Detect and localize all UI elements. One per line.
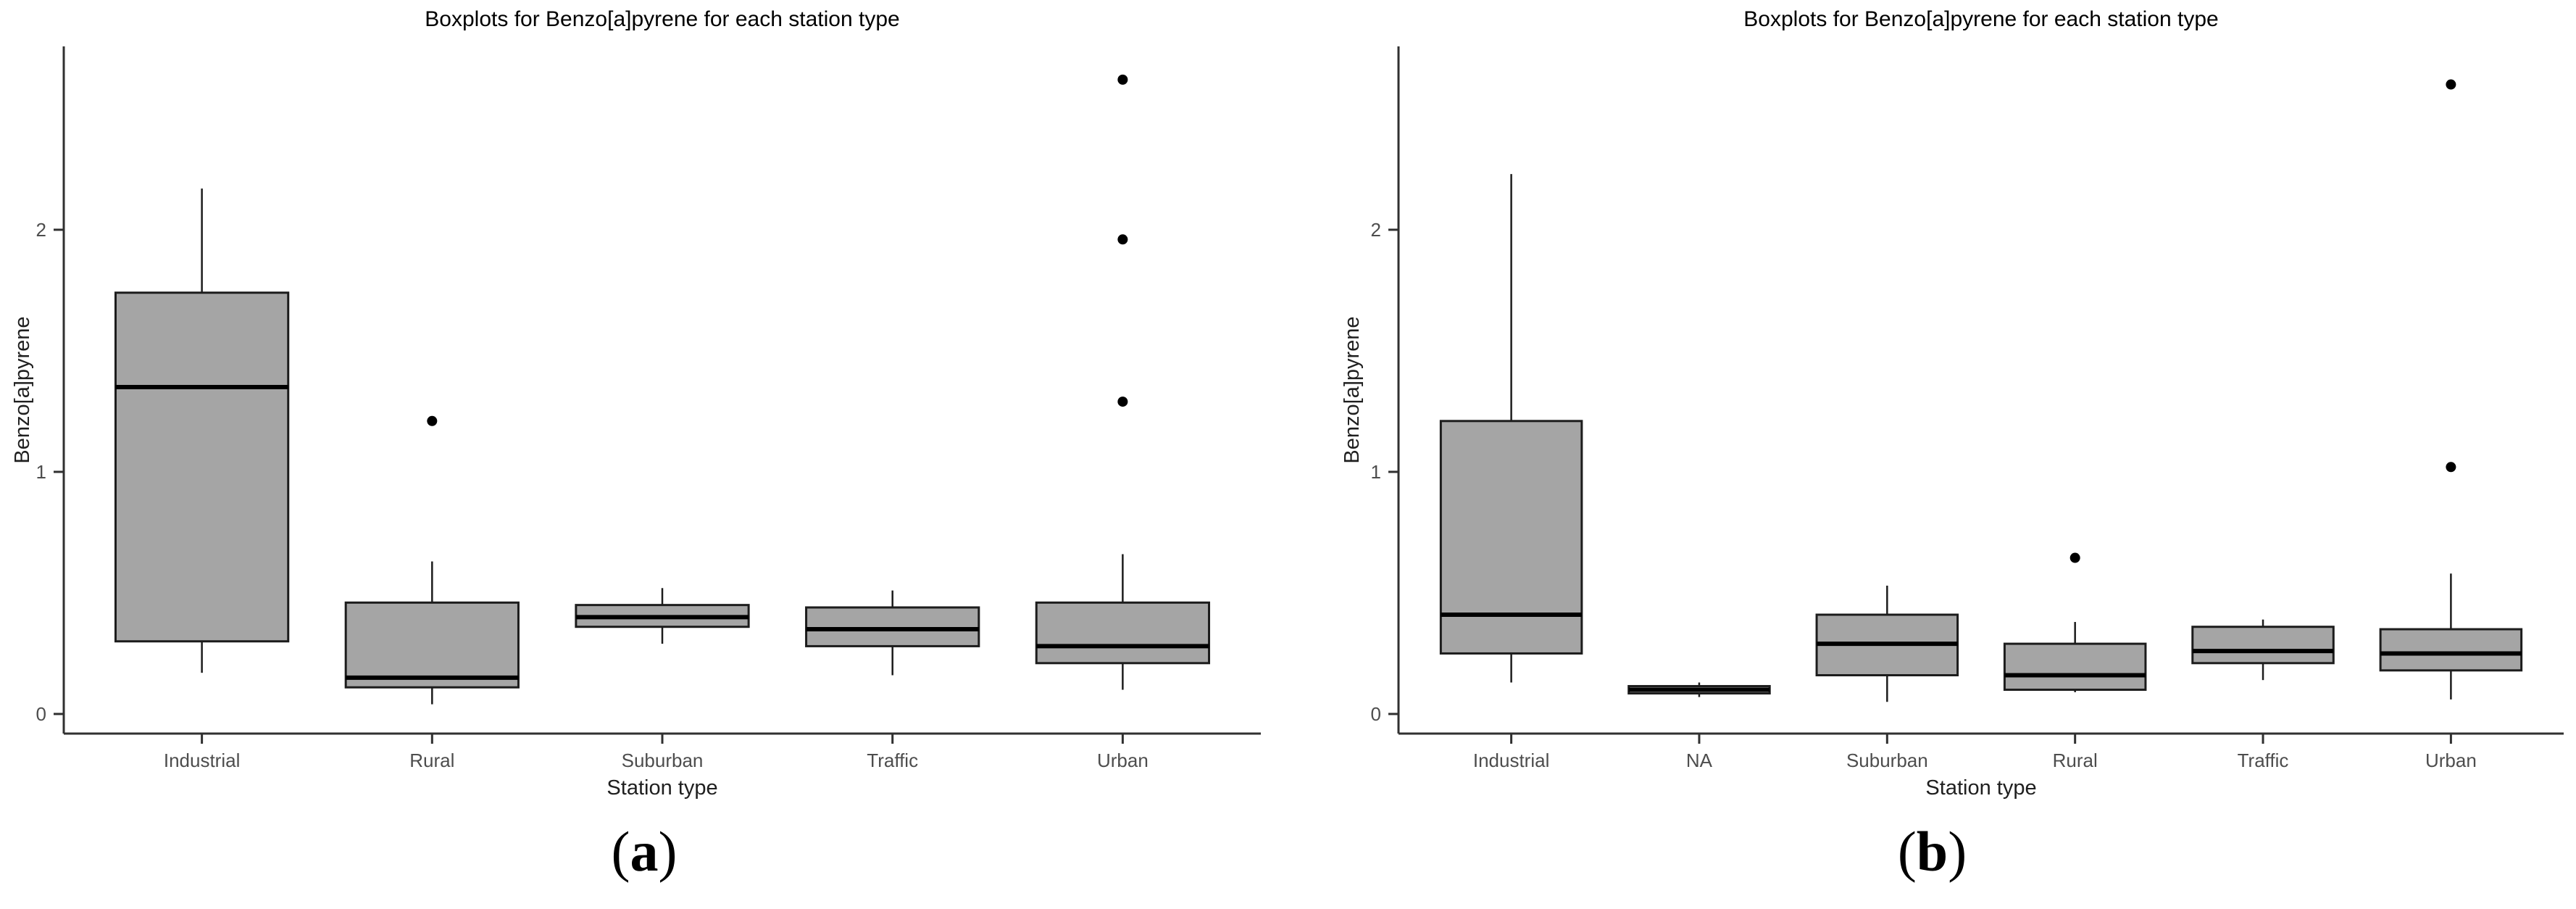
x-tick-label-urban: Urban (1097, 750, 1149, 771)
caption-b-open-paren: ( (1897, 820, 1917, 883)
y-tick-label: 0 (36, 703, 46, 725)
boxplot-panel-b: Boxplots for Benzo[a]pyrene for each sta… (1341, 7, 2564, 800)
x-tick-label-traffic: Traffic (2238, 750, 2289, 771)
x-tick-label-na: NA (1686, 750, 1713, 771)
x-tick-label-suburban: Suburban (622, 750, 704, 771)
chart-title-a: Boxplots for Benzo[a]pyrene for each sta… (425, 7, 899, 31)
box-rural (2003, 552, 2147, 692)
x-tick-label-traffic: Traffic (867, 750, 918, 771)
box-rural (344, 415, 520, 705)
outlier-point (1117, 74, 1128, 85)
x-tick-label-industrial: Industrial (1473, 750, 1549, 771)
y-tick-label: 2 (1371, 219, 1381, 241)
caption-b: (b) (1288, 812, 2576, 892)
iqr-box (805, 606, 980, 647)
y-axis-title: Benzo[a]pyrene (11, 316, 34, 463)
box-industrial (1439, 174, 1583, 683)
iqr-box (1439, 420, 1583, 655)
box-industrial (114, 188, 290, 673)
iqr-box (114, 291, 290, 643)
box-traffic (805, 590, 980, 676)
outlier-point (1117, 397, 1128, 407)
box-urban (1035, 74, 1211, 690)
iqr-box (2003, 642, 2147, 692)
y-tick-label: 1 (36, 461, 46, 483)
x-axis-title: Station type (1925, 776, 2036, 800)
chart-title-b: Boxplots for Benzo[a]pyrene for each sta… (1743, 7, 2218, 31)
box-traffic (2191, 619, 2335, 681)
outlier-point (1117, 234, 1128, 245)
y-axis-title: Benzo[a]pyrene (1341, 316, 1364, 463)
caption-b-close-paren: ) (1948, 820, 1967, 883)
caption-a-letter: a (630, 820, 659, 883)
iqr-box (1035, 601, 1211, 665)
x-axis-title: Station type (607, 776, 717, 800)
x-tick-label-urban: Urban (2425, 750, 2477, 771)
x-tick-label-suburban: Suburban (1846, 750, 1928, 771)
y-tick-label: 0 (1371, 703, 1381, 725)
box-suburban (575, 588, 750, 644)
caption-a-close-paren: ) (658, 820, 678, 883)
y-tick-label: 2 (36, 219, 46, 241)
caption-a: (a) (0, 812, 1288, 892)
x-tick-label-rural: Rural (409, 750, 454, 771)
box-urban (2379, 79, 2523, 700)
caption-a-open-paren: ( (611, 820, 630, 883)
box-na (1627, 682, 1771, 697)
x-tick-label-rural: Rural (2053, 750, 2098, 771)
outlier-point (2446, 462, 2456, 473)
outlier-point (2446, 79, 2456, 90)
iqr-box (2379, 628, 2523, 672)
outlier-point (427, 415, 438, 426)
iqr-box (344, 601, 520, 689)
outlier-point (2069, 552, 2080, 563)
y-tick-label: 1 (1371, 461, 1381, 483)
iqr-box (2191, 626, 2335, 665)
x-tick-label-industrial: Industrial (164, 750, 241, 771)
caption-b-letter: b (1916, 820, 1948, 883)
box-suburban (1815, 585, 1959, 702)
boxplot-panel-a: Boxplots for Benzo[a]pyrene for each sta… (11, 7, 1261, 800)
